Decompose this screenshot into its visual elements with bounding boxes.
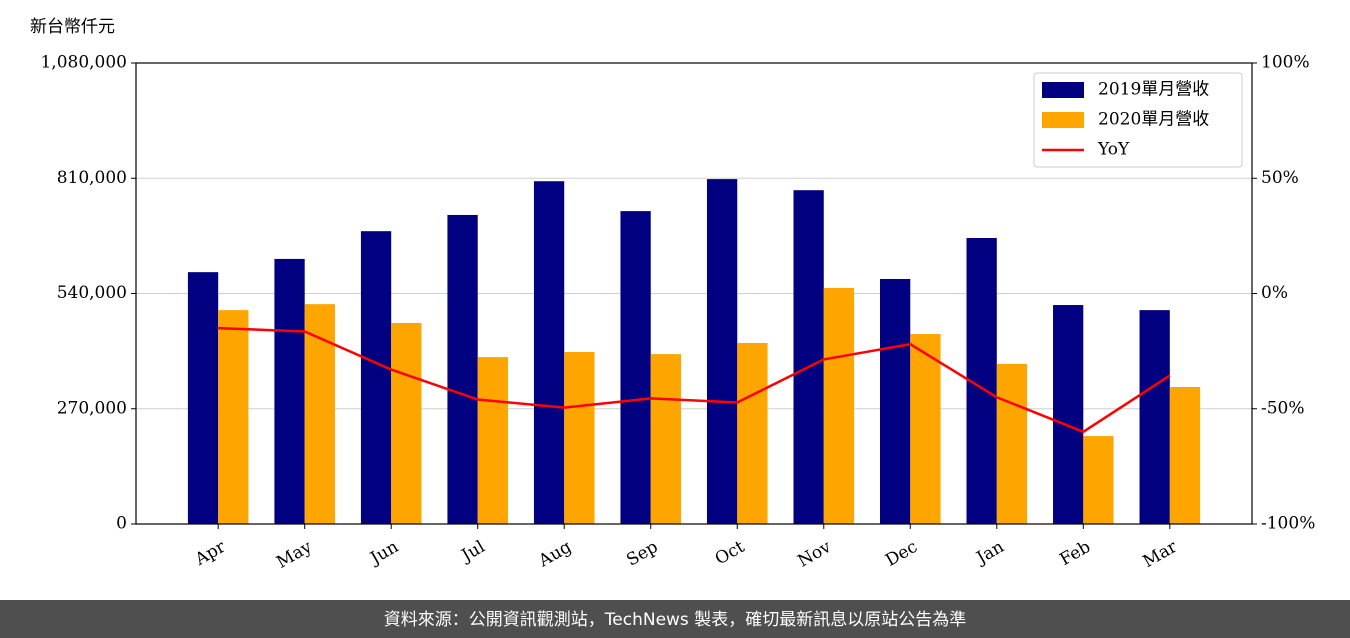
x-tick-label: Aug (535, 537, 576, 572)
x-tick-label: Oct (712, 537, 748, 570)
bar (706, 179, 738, 524)
y2-tick-label: -50% (1261, 398, 1305, 418)
bar (391, 322, 422, 524)
bar (1169, 386, 1201, 524)
legend-swatch (1042, 112, 1084, 128)
y-tick-label: 0 (116, 514, 127, 534)
bar (187, 272, 219, 524)
bar (533, 181, 565, 524)
bar (1083, 436, 1114, 524)
x-tick-label: Mar (1140, 536, 1182, 572)
bar (1053, 305, 1084, 524)
x-tick-label: Jun (365, 537, 402, 570)
bar (304, 304, 335, 524)
y-tick-label: 810,000 (57, 168, 127, 188)
bar (477, 357, 508, 524)
legend-label: YoY (1097, 140, 1130, 160)
x-tick-label: Jul (457, 537, 489, 567)
legend-swatch (1042, 82, 1084, 98)
x-tick-label: Feb (1057, 537, 1095, 570)
y-tick-label: 540,000 (57, 283, 127, 303)
bar (823, 287, 855, 524)
x-tick-label: Sep (623, 537, 661, 571)
y2-tick-label: 100% (1261, 53, 1310, 73)
bar (218, 310, 249, 524)
bar (447, 214, 478, 524)
legend-box (1033, 72, 1243, 168)
bar (737, 343, 768, 524)
y2-tick-label: -100% (1261, 514, 1315, 534)
y2-tick-label: 0% (1261, 283, 1288, 303)
bar (274, 258, 305, 524)
x-tick-label: Dec (882, 537, 921, 571)
bar (564, 351, 595, 524)
y-tick-label: 270,000 (57, 398, 127, 418)
footer-bar (0, 600, 1350, 638)
bar (620, 211, 651, 524)
x-tick-label: Jan (972, 537, 1008, 569)
x-tick-label: Apr (191, 536, 230, 570)
bar (360, 231, 392, 524)
y-tick-label: 1,080,000 (40, 53, 127, 73)
bar (910, 334, 941, 524)
legend-label: 2020單月營收 (1098, 110, 1209, 130)
line (218, 326, 1171, 434)
bar (880, 278, 911, 524)
y2-tick-label: 50% (1261, 168, 1299, 188)
x-tick-label: Nov (794, 537, 834, 572)
footer-text: 資料來源：公開資訊觀測站，TechNews 製表，確切最新訊息以原站公告為準 (384, 610, 966, 630)
plot-frame (135, 62, 1253, 525)
bar (996, 363, 1028, 524)
bar (650, 354, 682, 524)
y-axis-label: 新台幣仟元 (30, 17, 115, 37)
bar (793, 190, 824, 525)
x-tick-label: May (273, 537, 316, 573)
legend-label: 2019單月營收 (1098, 80, 1209, 100)
bar (1139, 310, 1170, 524)
